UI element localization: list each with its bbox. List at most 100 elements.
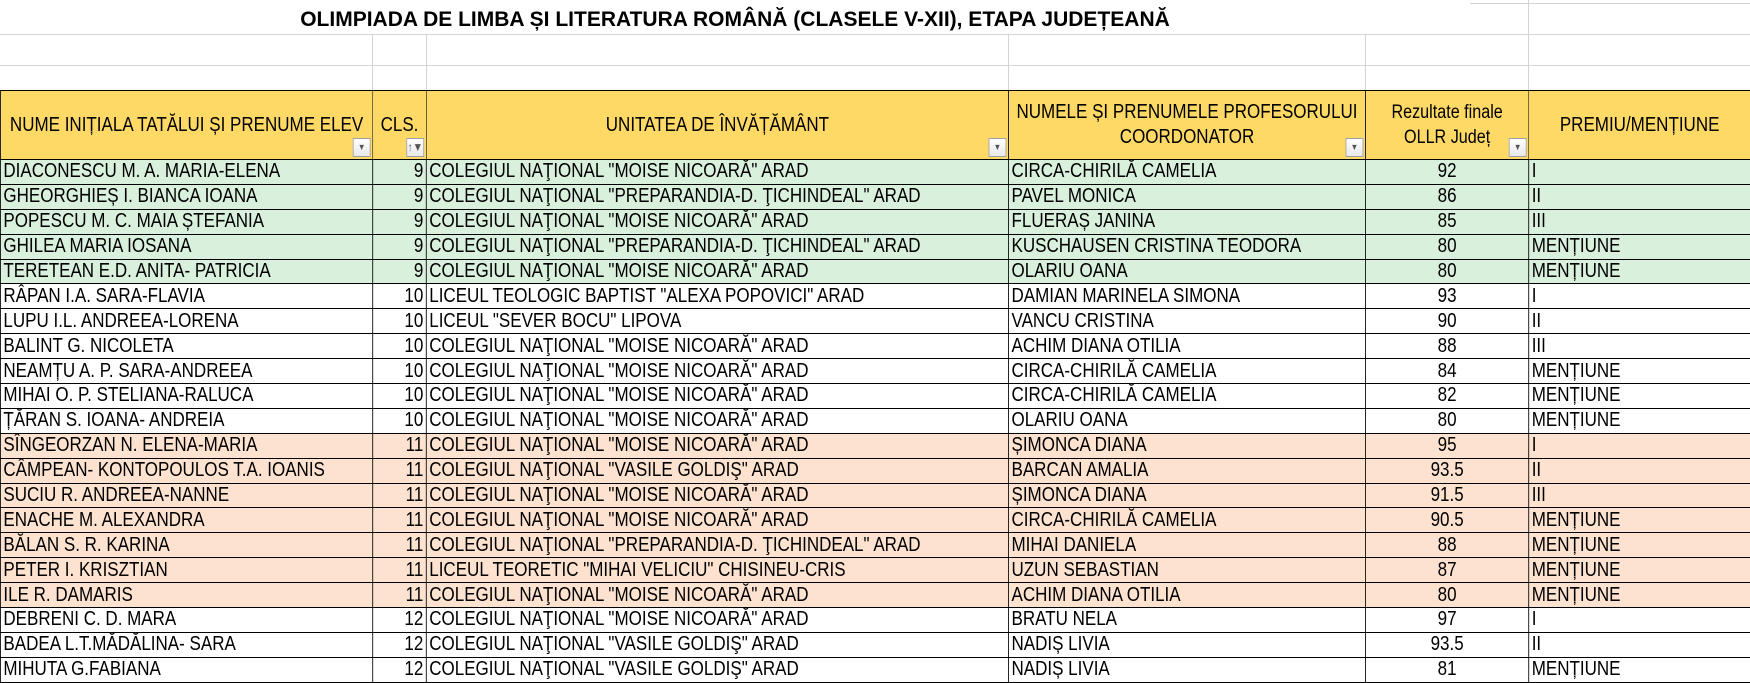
cell-teacher[interactable]: OLARIU OANA (1008, 407, 1366, 434)
cell-teacher[interactable]: ACHIM DIANA OTILIA (1008, 582, 1366, 609)
dropdown-arrow-icon[interactable]: ▼ (1508, 138, 1527, 157)
filter-sort-ascending-icon[interactable]: ↑▼ (406, 138, 425, 157)
cell-score[interactable]: 93.5 (1365, 457, 1530, 484)
cell-student-name[interactable]: DEBRENI C. D. MARA (0, 607, 374, 633)
cell-teacher[interactable]: OLARIU OANA (1008, 258, 1366, 285)
cell-school[interactable]: COLEGIUL NAŢIONAL "MOISE NICOARĂ" ARAD (425, 607, 1009, 633)
cell-score[interactable]: 80 (1365, 258, 1530, 285)
cell-teacher[interactable]: CIRCA-CHIRILĂ CAMELIA (1008, 358, 1366, 385)
cell-score[interactable]: 82 (1365, 383, 1530, 409)
cell-teacher[interactable]: NADIȘ LIVIA (1008, 631, 1366, 658)
cell-class[interactable]: 11 (372, 482, 427, 509)
cell-class[interactable]: 11 (372, 507, 427, 534)
cell-score[interactable]: 91.5 (1365, 482, 1530, 509)
cell-award[interactable]: I (1528, 283, 1750, 310)
cell-class[interactable]: 9 (372, 183, 427, 210)
cell-score[interactable]: 88 (1365, 333, 1530, 360)
cell-teacher[interactable]: CIRCA-CHIRILĂ CAMELIA (1008, 383, 1366, 409)
cell-class[interactable]: 11 (372, 457, 427, 484)
cell-teacher[interactable]: ȘIMONCA DIANA (1008, 482, 1366, 509)
dropdown-arrow-icon[interactable]: ▼ (352, 138, 371, 157)
cell-award[interactable]: MENȚIUNE (1528, 507, 1750, 534)
cell-student-name[interactable]: ȚĂRAN S. IOANA- ANDREIA (0, 407, 374, 434)
cell-student-name[interactable]: SÎNGEORZAN N. ELENA-MARIA (0, 432, 374, 459)
cell-class[interactable]: 9 (372, 208, 427, 235)
cell-student-name[interactable]: RÂPAN I.A. SARA-FLAVIA (0, 283, 374, 310)
cell-class[interactable]: 11 (372, 582, 427, 609)
cell-student-name[interactable]: BADEA L.T.MĂDĂLINA- SARA (0, 631, 374, 658)
dropdown-arrow-icon[interactable]: ▼ (1345, 138, 1364, 157)
cell-school[interactable]: COLEGIUL NAŢIONAL "MOISE NICOARĂ" ARAD (425, 333, 1009, 360)
cell-award[interactable]: MENȚIUNE (1528, 557, 1750, 584)
cell-class[interactable]: 10 (372, 283, 427, 310)
cell-school[interactable]: COLEGIUL NAŢIONAL "PREPARANDIA-D. ŢICHIN… (425, 532, 1009, 559)
cell-school[interactable]: COLEGIUL NAŢIONAL "MOISE NICOARĂ" ARAD (425, 208, 1009, 235)
cell-school[interactable]: COLEGIUL NAŢIONAL "VASILE GOLDIŞ" ARAD (425, 656, 1009, 683)
cell-award[interactable]: III (1528, 482, 1750, 509)
cell-school[interactable]: COLEGIUL NAŢIONAL "MOISE NICOARĂ" ARAD (425, 258, 1009, 285)
cell-award[interactable]: II (1528, 308, 1750, 335)
cell-school[interactable]: LICEUL TEORETIC "MIHAI VELICIU" CHISINEU… (425, 557, 1009, 584)
cell-award[interactable]: MENȚIUNE (1528, 656, 1750, 683)
cell-teacher[interactable]: VANCU CRISTINA (1008, 308, 1366, 335)
cell-score[interactable]: 80 (1365, 233, 1530, 260)
cell-teacher[interactable]: DAMIAN MARINELA SIMONA (1008, 283, 1366, 310)
cell-student-name[interactable]: DIACONESCU M. A. MARIA-ELENA (0, 159, 374, 185)
cell-school[interactable]: COLEGIUL NAŢIONAL "MOISE NICOARĂ" ARAD (425, 482, 1009, 509)
cell-school[interactable]: COLEGIUL NAŢIONAL "PREPARANDIA-D. ŢICHIN… (425, 233, 1009, 260)
cell-student-name[interactable]: ILE R. DAMARIS (0, 582, 374, 609)
cell-score[interactable]: 87 (1365, 557, 1530, 584)
cell-teacher[interactable]: ȘIMONCA DIANA (1008, 432, 1366, 459)
cell-school[interactable]: COLEGIUL NAŢIONAL "MOISE NICOARĂ" ARAD (425, 407, 1009, 434)
cell-score[interactable]: 93.5 (1365, 631, 1530, 658)
cell-score[interactable]: 93 (1365, 283, 1530, 310)
cell-award[interactable]: I (1528, 607, 1750, 633)
cell-score[interactable]: 80 (1365, 407, 1530, 434)
cell-teacher[interactable]: CIRCA-CHIRILĂ CAMELIA (1008, 159, 1366, 185)
cell-class[interactable]: 12 (372, 656, 427, 683)
cell-class[interactable]: 10 (372, 308, 427, 335)
cell-school[interactable]: COLEGIUL NAŢIONAL "PREPARANDIA-D. ŢICHIN… (425, 183, 1009, 210)
cell-score[interactable]: 80 (1365, 582, 1530, 609)
cell-class[interactable]: 10 (372, 333, 427, 360)
cell-award[interactable]: III (1528, 208, 1750, 235)
cell-class[interactable]: 11 (372, 432, 427, 459)
cell-score[interactable]: 86 (1365, 183, 1530, 210)
cell-student-name[interactable]: MIHAI O. P. STELIANA-RALUCA (0, 383, 374, 409)
cell-school[interactable]: COLEGIUL NAŢIONAL "MOISE NICOARĂ" ARAD (425, 383, 1009, 409)
cell-student-name[interactable]: ENACHE M. ALEXANDRA (0, 507, 374, 534)
cell-award[interactable]: I (1528, 432, 1750, 459)
cell-class[interactable]: 9 (372, 233, 427, 260)
cell-score[interactable]: 97 (1365, 607, 1530, 633)
cell-award[interactable]: II (1528, 183, 1750, 210)
cell-teacher[interactable]: MIHAI DANIELA (1008, 532, 1366, 559)
cell-award[interactable]: I (1528, 159, 1750, 185)
cell-class[interactable]: 10 (372, 383, 427, 409)
cell-teacher[interactable]: CIRCA-CHIRILĂ CAMELIA (1008, 507, 1366, 534)
cell-class[interactable]: 10 (372, 358, 427, 385)
cell-score[interactable]: 84 (1365, 358, 1530, 385)
cell-class[interactable]: 9 (372, 159, 427, 185)
cell-school[interactable]: COLEGIUL NAŢIONAL "MOISE NICOARĂ" ARAD (425, 159, 1009, 185)
cell-award[interactable]: MENȚIUNE (1528, 407, 1750, 434)
cell-student-name[interactable]: CÂMPEAN- KONTOPOULOS T.A. IOANIS (0, 457, 374, 484)
cell-class[interactable]: 11 (372, 532, 427, 559)
cell-teacher[interactable]: UZUN SEBASTIAN (1008, 557, 1366, 584)
cell-class[interactable]: 11 (372, 557, 427, 584)
cell-school[interactable]: COLEGIUL NAŢIONAL "MOISE NICOARĂ" ARAD (425, 582, 1009, 609)
cell-school[interactable]: LICEUL "SEVER BOCU" LIPOVA (425, 308, 1009, 335)
cell-score[interactable]: 95 (1365, 432, 1530, 459)
cell-award[interactable]: II (1528, 631, 1750, 658)
cell-award[interactable]: MENȚIUNE (1528, 383, 1750, 409)
cell-class[interactable]: 9 (372, 258, 427, 285)
cell-award[interactable]: MENȚIUNE (1528, 582, 1750, 609)
cell-student-name[interactable]: LUPU I.L. ANDREEA-LORENA (0, 308, 374, 335)
cell-student-name[interactable]: MIHUTA G.FABIANA (0, 656, 374, 683)
dropdown-arrow-icon[interactable]: ▼ (988, 138, 1007, 157)
cell-student-name[interactable]: PETER I. KRISZTIAN (0, 557, 374, 584)
cell-teacher[interactable]: BARCAN AMALIA (1008, 457, 1366, 484)
cell-class[interactable]: 10 (372, 407, 427, 434)
cell-student-name[interactable]: BĂLAN S. R. KARINA (0, 532, 374, 559)
cell-class[interactable]: 12 (372, 607, 427, 633)
cell-teacher[interactable]: FLUERAȘ JANINA (1008, 208, 1366, 235)
